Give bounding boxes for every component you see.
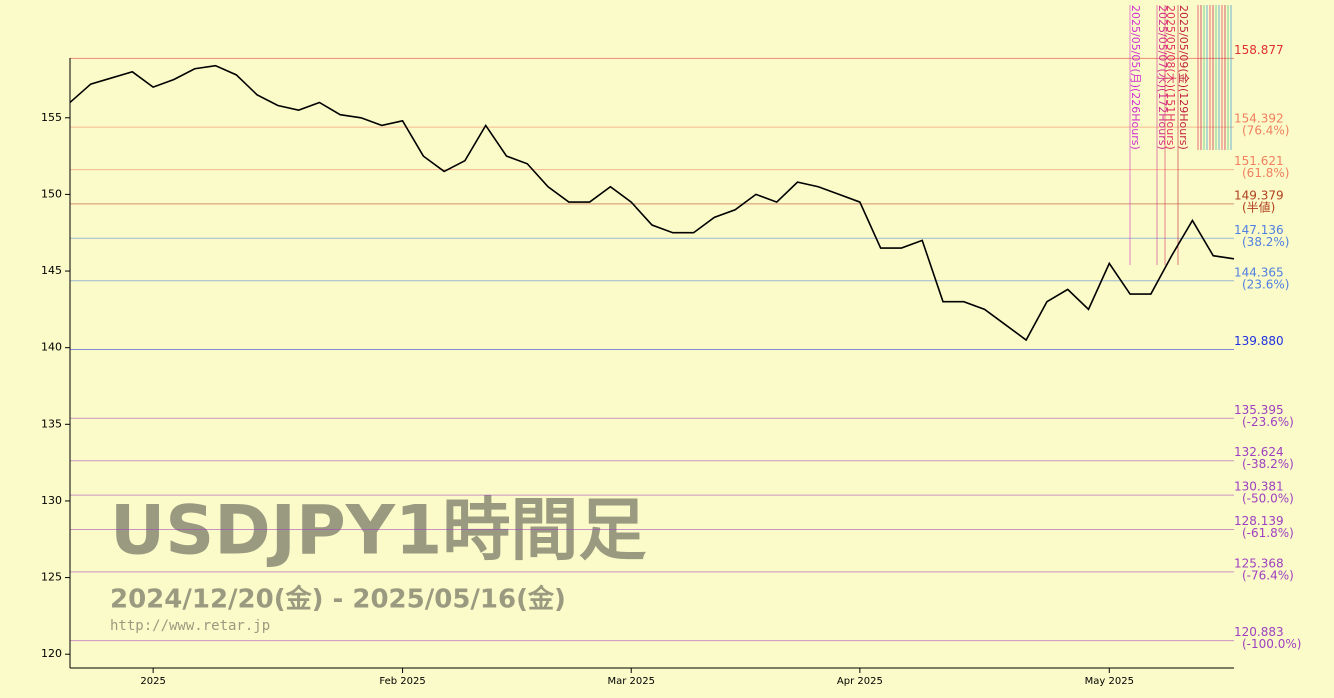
level-ratio: (76.4%) — [1242, 124, 1289, 138]
watermark-subtitle: 2024/12/20(金) - 2025/05/16(金) — [110, 584, 566, 615]
level-value: 147.136 — [1234, 223, 1284, 237]
y-tick-label: 120 — [41, 647, 62, 660]
y-tick-label: 150 — [41, 187, 62, 200]
annotation-label: 2025/05/05(月)(226Hours) — [1129, 5, 1142, 150]
watermark-source: http://www.retar.jp — [110, 618, 270, 634]
annotation-label: 2025/05/09(金)(129Hours) — [1177, 5, 1191, 150]
annotation-label: 2025/05/07(水)(172Hours) — [1156, 5, 1169, 150]
level-value: 120.883 — [1234, 625, 1284, 639]
level-ratio: (23.6%) — [1242, 277, 1289, 291]
x-tick-label: Feb 2025 — [379, 676, 425, 687]
watermark-title: USDJPY1時間足 — [110, 492, 646, 571]
level-value: 154.392 — [1234, 112, 1284, 126]
y-tick-label: 140 — [41, 341, 62, 354]
level-ratio: (-23.6%) — [1242, 415, 1294, 429]
level-ratio: (-76.4%) — [1242, 568, 1294, 582]
level-value: 139.880 — [1234, 334, 1284, 348]
x-tick-label: Apr 2025 — [837, 676, 883, 687]
level-ratio: (-38.2%) — [1242, 457, 1294, 471]
level-value: 128.139 — [1234, 514, 1284, 528]
x-tick-label: May 2025 — [1085, 676, 1134, 687]
price-line — [69, 64, 1235, 342]
level-value: 125.368 — [1234, 556, 1284, 570]
level-ratio: (半値) — [1242, 199, 1275, 214]
y-tick-label: 145 — [41, 264, 62, 277]
level-ratio: (61.8%) — [1242, 166, 1289, 180]
annotation-label: 2025/05/08(木)(151Hours) — [1164, 5, 1177, 150]
level-value: 135.395 — [1234, 403, 1284, 417]
y-tick-label: 155 — [41, 111, 62, 124]
level-value: 132.624 — [1234, 445, 1284, 459]
level-value: 151.621 — [1234, 154, 1284, 168]
y-tick-label: 130 — [41, 494, 62, 507]
level-ratio: (-61.8%) — [1242, 526, 1294, 540]
level-ratio: (-50.0%) — [1242, 492, 1294, 506]
level-value: 130.381 — [1234, 480, 1284, 494]
x-tick-label: 2025 — [140, 676, 165, 687]
x-tick-label: Mar 2025 — [607, 676, 655, 687]
level-value: 144.365 — [1234, 265, 1284, 279]
level-value: 158.877 — [1234, 43, 1284, 57]
y-tick-label: 135 — [41, 417, 62, 430]
level-ratio: (-100.0%) — [1242, 637, 1301, 651]
level-ratio: (38.2%) — [1242, 235, 1289, 249]
y-tick-label: 125 — [41, 571, 62, 584]
level-value: 149.379 — [1234, 188, 1284, 202]
